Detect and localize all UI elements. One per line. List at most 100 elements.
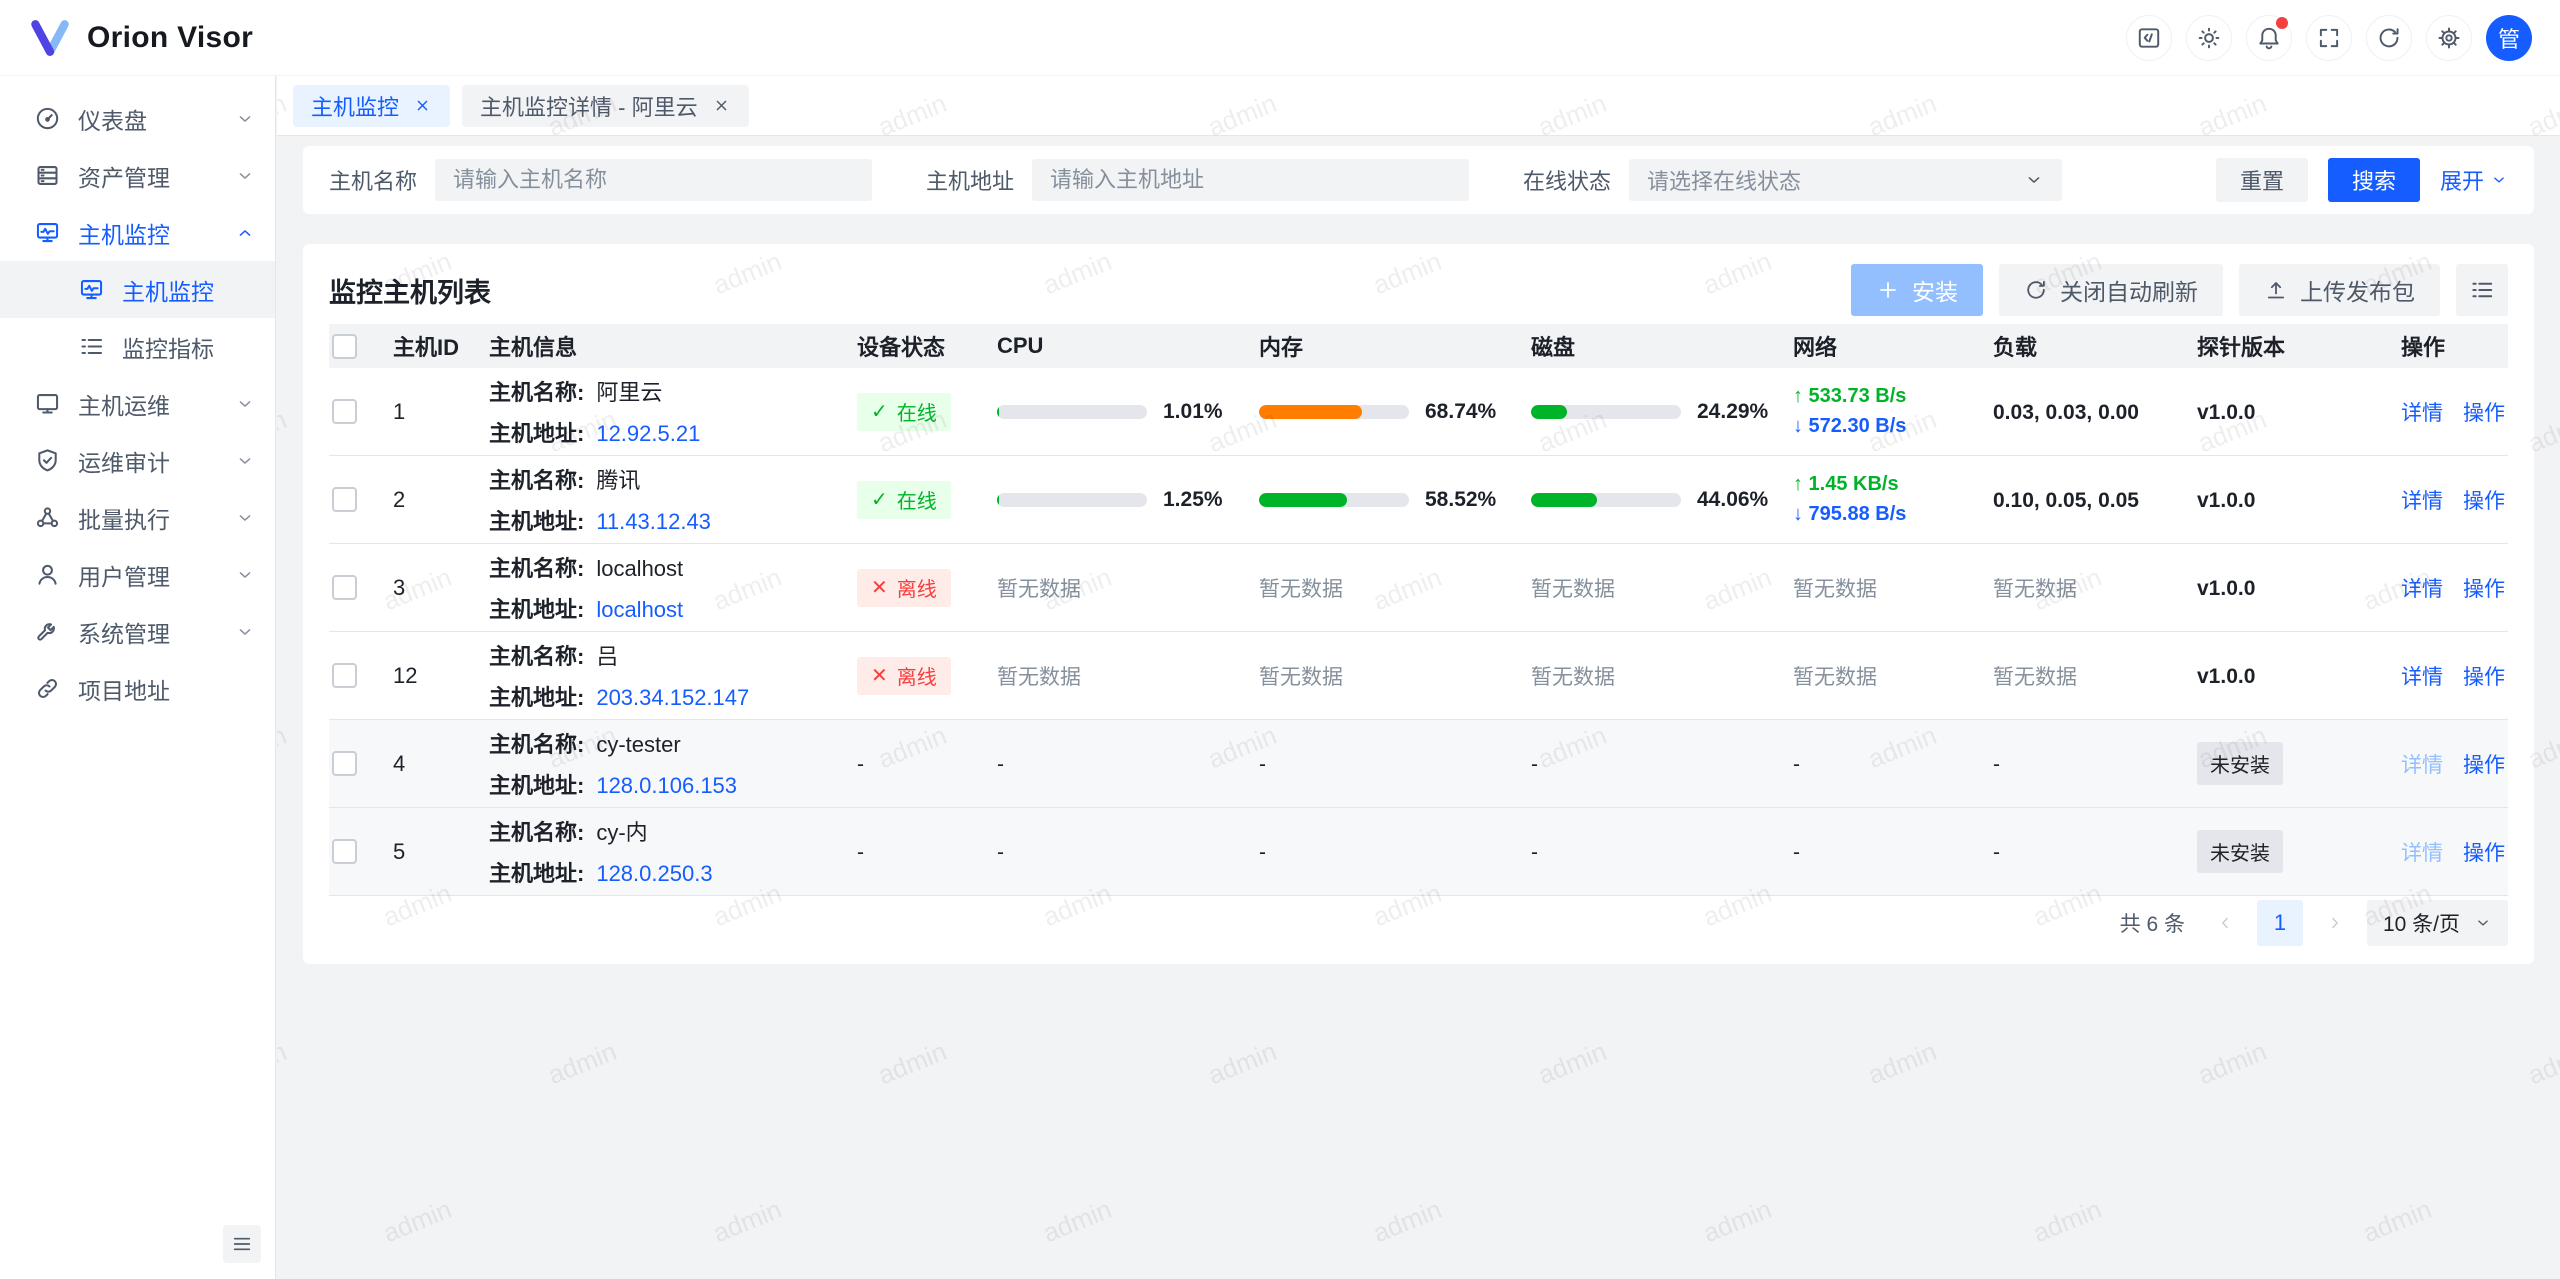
empty-value: - (1993, 752, 2000, 776)
page-number-1[interactable]: 1 (2256, 900, 2303, 946)
sidebar-collapse-button[interactable] (223, 1225, 261, 1263)
action-link[interactable]: 操作 (2463, 577, 2505, 601)
online-status-select[interactable]: 请选择在线状态 (1629, 159, 2063, 201)
action-link[interactable]: 操作 (2463, 753, 2505, 777)
wrench-icon (37, 623, 55, 641)
row-checkbox[interactable] (332, 839, 357, 864)
cluster-icon (36, 507, 59, 528)
sidebar-item-dashboard[interactable]: 仪表盘 (0, 90, 275, 147)
bell-button[interactable] (2246, 14, 2292, 61)
row-select-cell (329, 839, 393, 864)
expand-button[interactable]: 展开 (2440, 164, 2508, 196)
sidebar-item-user-management[interactable]: 用户管理 (0, 546, 275, 603)
row-checkbox[interactable] (332, 663, 357, 688)
code-button[interactable] (2126, 14, 2172, 61)
tab-host-monitor-detail[interactable]: 主机监控详情 - 阿里云 (462, 84, 749, 127)
action-link[interactable]: 操作 (2463, 489, 2505, 513)
tab-host-monitor[interactable]: 主机监控 (293, 84, 451, 127)
detail-link[interactable]: 详情 (2401, 489, 2443, 513)
host-addr-link[interactable]: 12.92.5.21 (596, 421, 701, 446)
empty-value: - (857, 840, 864, 864)
sidebar-item-ops-audit[interactable]: 运维审计 (0, 432, 275, 489)
theme-icon (2198, 27, 2220, 48)
row-checkbox[interactable] (332, 399, 357, 424)
action-link[interactable]: 操作 (2463, 401, 2505, 425)
host-name-input[interactable] (435, 159, 873, 201)
sidebar-item-project-link[interactable]: 项目地址 (0, 660, 275, 717)
version-cell: 未安装 (2197, 742, 2401, 785)
action-link[interactable]: 操作 (2463, 665, 2505, 689)
page-size-select[interactable]: 10 条/页 (2366, 900, 2508, 946)
list-icon (2472, 282, 2493, 298)
panel-title: 监控主机列表 (329, 277, 491, 308)
operations-cell: 详情 操作 (2401, 485, 2508, 515)
host-addr-link[interactable]: localhost (596, 597, 684, 622)
no-data-text: 暂无数据 (1793, 665, 1877, 689)
status-badge-online: ✓ 在线 (857, 392, 951, 431)
detail-link[interactable]: 详情 (2401, 401, 2443, 425)
detail-link[interactable]: 详情 (2401, 577, 2443, 601)
host-name-value: localhost (596, 556, 684, 581)
settings-button[interactable] (2426, 14, 2472, 61)
user-avatar[interactable]: 管 (2486, 14, 2532, 61)
disk-usage-bar (1531, 404, 1681, 419)
network-down-rate: ↓ 572.30 B/s (1793, 415, 1907, 437)
sidebar-item-host-monitor-child[interactable]: 主机监控 (0, 261, 275, 318)
notification-badge (2276, 16, 2288, 29)
row-checkbox[interactable] (332, 751, 357, 776)
prev-page-button[interactable] (2205, 903, 2245, 943)
detail-link[interactable]: 详情 (2401, 665, 2443, 689)
search-button[interactable]: 搜索 (2327, 158, 2420, 202)
sidebar-item-asset-management[interactable]: 资产管理 (0, 147, 275, 204)
row-checkbox[interactable] (332, 575, 357, 600)
refresh-button[interactable] (2366, 14, 2412, 61)
sidebar-item-host-ops[interactable]: 主机运维 (0, 375, 275, 432)
theme-button[interactable] (2186, 14, 2232, 61)
host-info-cell: 主机名称: 阿里云 主机地址: 12.92.5.21 (489, 375, 857, 448)
no-data-text: 暂无数据 (1993, 577, 2077, 601)
host-addr-link[interactable]: 203.34.152.147 (596, 685, 750, 710)
chevron-down-icon (239, 115, 251, 122)
refresh-icon (2379, 27, 2399, 47)
host-addr-label: 主机地址: (489, 509, 585, 534)
sidebar-item-batch-exec[interactable]: 批量执行 (0, 489, 275, 546)
auto-refresh-button[interactable]: 关闭自动刷新 (1999, 264, 2223, 316)
load-average: 0.03, 0.03, 0.00 (1993, 400, 2139, 424)
select-all-checkbox[interactable] (332, 333, 357, 359)
empty-value: - (1259, 752, 1266, 776)
next-page-button[interactable] (2315, 903, 2355, 943)
column-header: 磁盘 (1531, 335, 1576, 360)
reset-button[interactable]: 重置 (2215, 158, 2308, 202)
table-density-button[interactable] (2456, 264, 2508, 316)
disk-metric: 24.29% (1531, 400, 1793, 424)
empty-value: - (857, 752, 864, 776)
sidebar-item-monitor-metrics[interactable]: 监控指标 (0, 318, 275, 375)
sidebar-item-host-monitor[interactable]: 主机监控 (0, 204, 275, 261)
close-icon[interactable] (413, 96, 432, 115)
detail-link[interactable]: 详情 (2401, 841, 2443, 865)
host-addr-link[interactable]: 11.43.12.43 (596, 509, 711, 534)
user-icon (38, 564, 57, 585)
detail-link[interactable]: 详情 (2401, 753, 2443, 777)
action-link[interactable]: 操作 (2463, 841, 2505, 865)
chevron-down-icon (2478, 920, 2488, 926)
upload-release-button[interactable]: 上传发布包 (2239, 264, 2440, 316)
no-data-text: 暂无数据 (997, 577, 1081, 601)
sidebar-item-system-management[interactable]: 系统管理 (0, 603, 275, 660)
host-addr-link[interactable]: 128.0.106.153 (596, 773, 738, 798)
row-select-cell (329, 751, 393, 776)
disk-cell: 24.29% (1531, 400, 1793, 424)
device-status-cell: ✓ 在线 (857, 480, 997, 519)
row-checkbox[interactable] (332, 487, 357, 512)
chevron-down-icon (239, 457, 251, 464)
host-id-cell: 2 (393, 486, 406, 512)
host-addr-link[interactable]: 128.0.250.3 (596, 861, 713, 886)
close-icon[interactable] (712, 96, 731, 115)
cpu-cell: 暂无数据 (997, 661, 1259, 691)
fullscreen-button[interactable] (2306, 14, 2352, 61)
host-info-cell: 主机名称: cy-tester 主机地址: 128.0.106.153 (489, 727, 857, 800)
empty-value: - (997, 752, 1004, 776)
empty-value: - (1531, 752, 1538, 776)
install-button[interactable]: 安装 (1851, 264, 1983, 316)
host-address-input[interactable] (1032, 159, 1470, 201)
